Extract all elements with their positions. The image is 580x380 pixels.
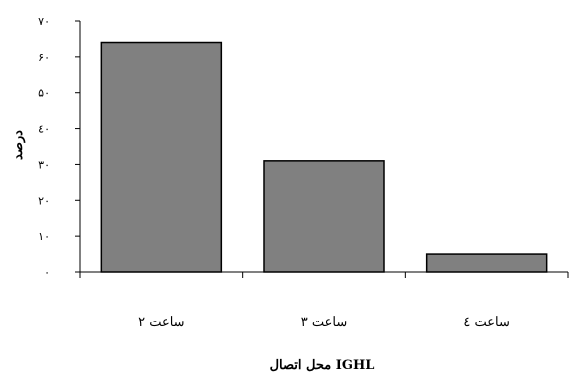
y-axis-title: درصد	[11, 130, 26, 160]
x-tick-label: ساعت ۲	[138, 315, 185, 330]
bar	[263, 160, 385, 273]
y-tick-label: ۳۰	[38, 158, 50, 171]
x-axis-labels: ساعت ۲ ساعت ۳ ساعت ٤	[138, 315, 510, 330]
y-tick-label: ۰	[44, 266, 50, 279]
y-tick-label: ۶۰	[38, 51, 50, 64]
y-tick-label: ٤۰	[38, 123, 50, 136]
x-tick-label: ساعت ۳	[301, 315, 348, 330]
y-tick-label: ۱۰	[38, 230, 50, 243]
y-tick-label: ۷۰	[38, 15, 50, 28]
y-tick-label: ۲۰	[38, 194, 50, 207]
bar	[425, 253, 548, 273]
y-tick-label: ۵۰	[38, 87, 50, 100]
bar	[100, 41, 223, 273]
bars	[100, 41, 548, 273]
x-tick-label: ساعت ٤	[463, 315, 510, 330]
x-axis-title: محل اتصال IGHL	[270, 358, 375, 373]
y-axis-ticks: ۰ ۱۰ ۲۰ ۳۰ ٤۰ ۵۰ ۶۰ ۷۰	[38, 15, 80, 279]
x-axis-ticks	[79, 272, 569, 278]
